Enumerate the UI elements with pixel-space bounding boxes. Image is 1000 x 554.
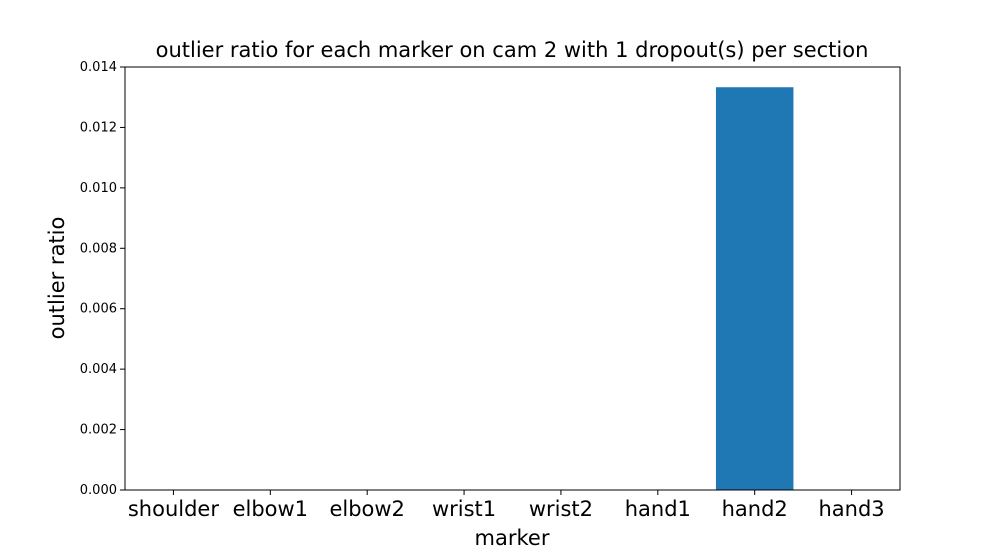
y-tick-label: 0.008 <box>80 241 117 256</box>
x-tick-label-elbow2: elbow2 <box>329 497 404 521</box>
x-tick-label-elbow1: elbow1 <box>233 497 308 521</box>
x-tick-label-wrist2: wrist2 <box>529 497 593 521</box>
y-tick-label: 0.014 <box>80 60 117 75</box>
y-tick-label: 0.012 <box>80 120 117 135</box>
bar-hand2 <box>715 87 794 491</box>
plot-frame <box>124 66 901 491</box>
y-tick-label: 0.010 <box>80 181 117 196</box>
y-axis-label: outlier ratio <box>45 217 69 340</box>
y-tick-label: 0.004 <box>80 362 117 377</box>
plot-area: 0.000 0.002 0.004 0.006 0.008 0.010 0.012 0.014… <box>80 60 901 521</box>
x-axis-label: marker <box>475 526 550 550</box>
x-tick-label-shoulder: shoulder <box>128 497 219 521</box>
x-tick-label-hand2: hand2 <box>722 497 788 521</box>
x-tick-label-hand1: hand1 <box>625 497 691 521</box>
chart-title: outlier ratio for each marker on cam 2 w… <box>156 38 869 62</box>
x-tick-label-hand3: hand3 <box>818 497 884 521</box>
y-tick-label: 0.000 <box>80 483 117 498</box>
y-tick-label: 0.002 <box>80 423 117 438</box>
y-tick-label: 0.006 <box>80 302 117 317</box>
x-tick-label-wrist1: wrist1 <box>432 497 496 521</box>
